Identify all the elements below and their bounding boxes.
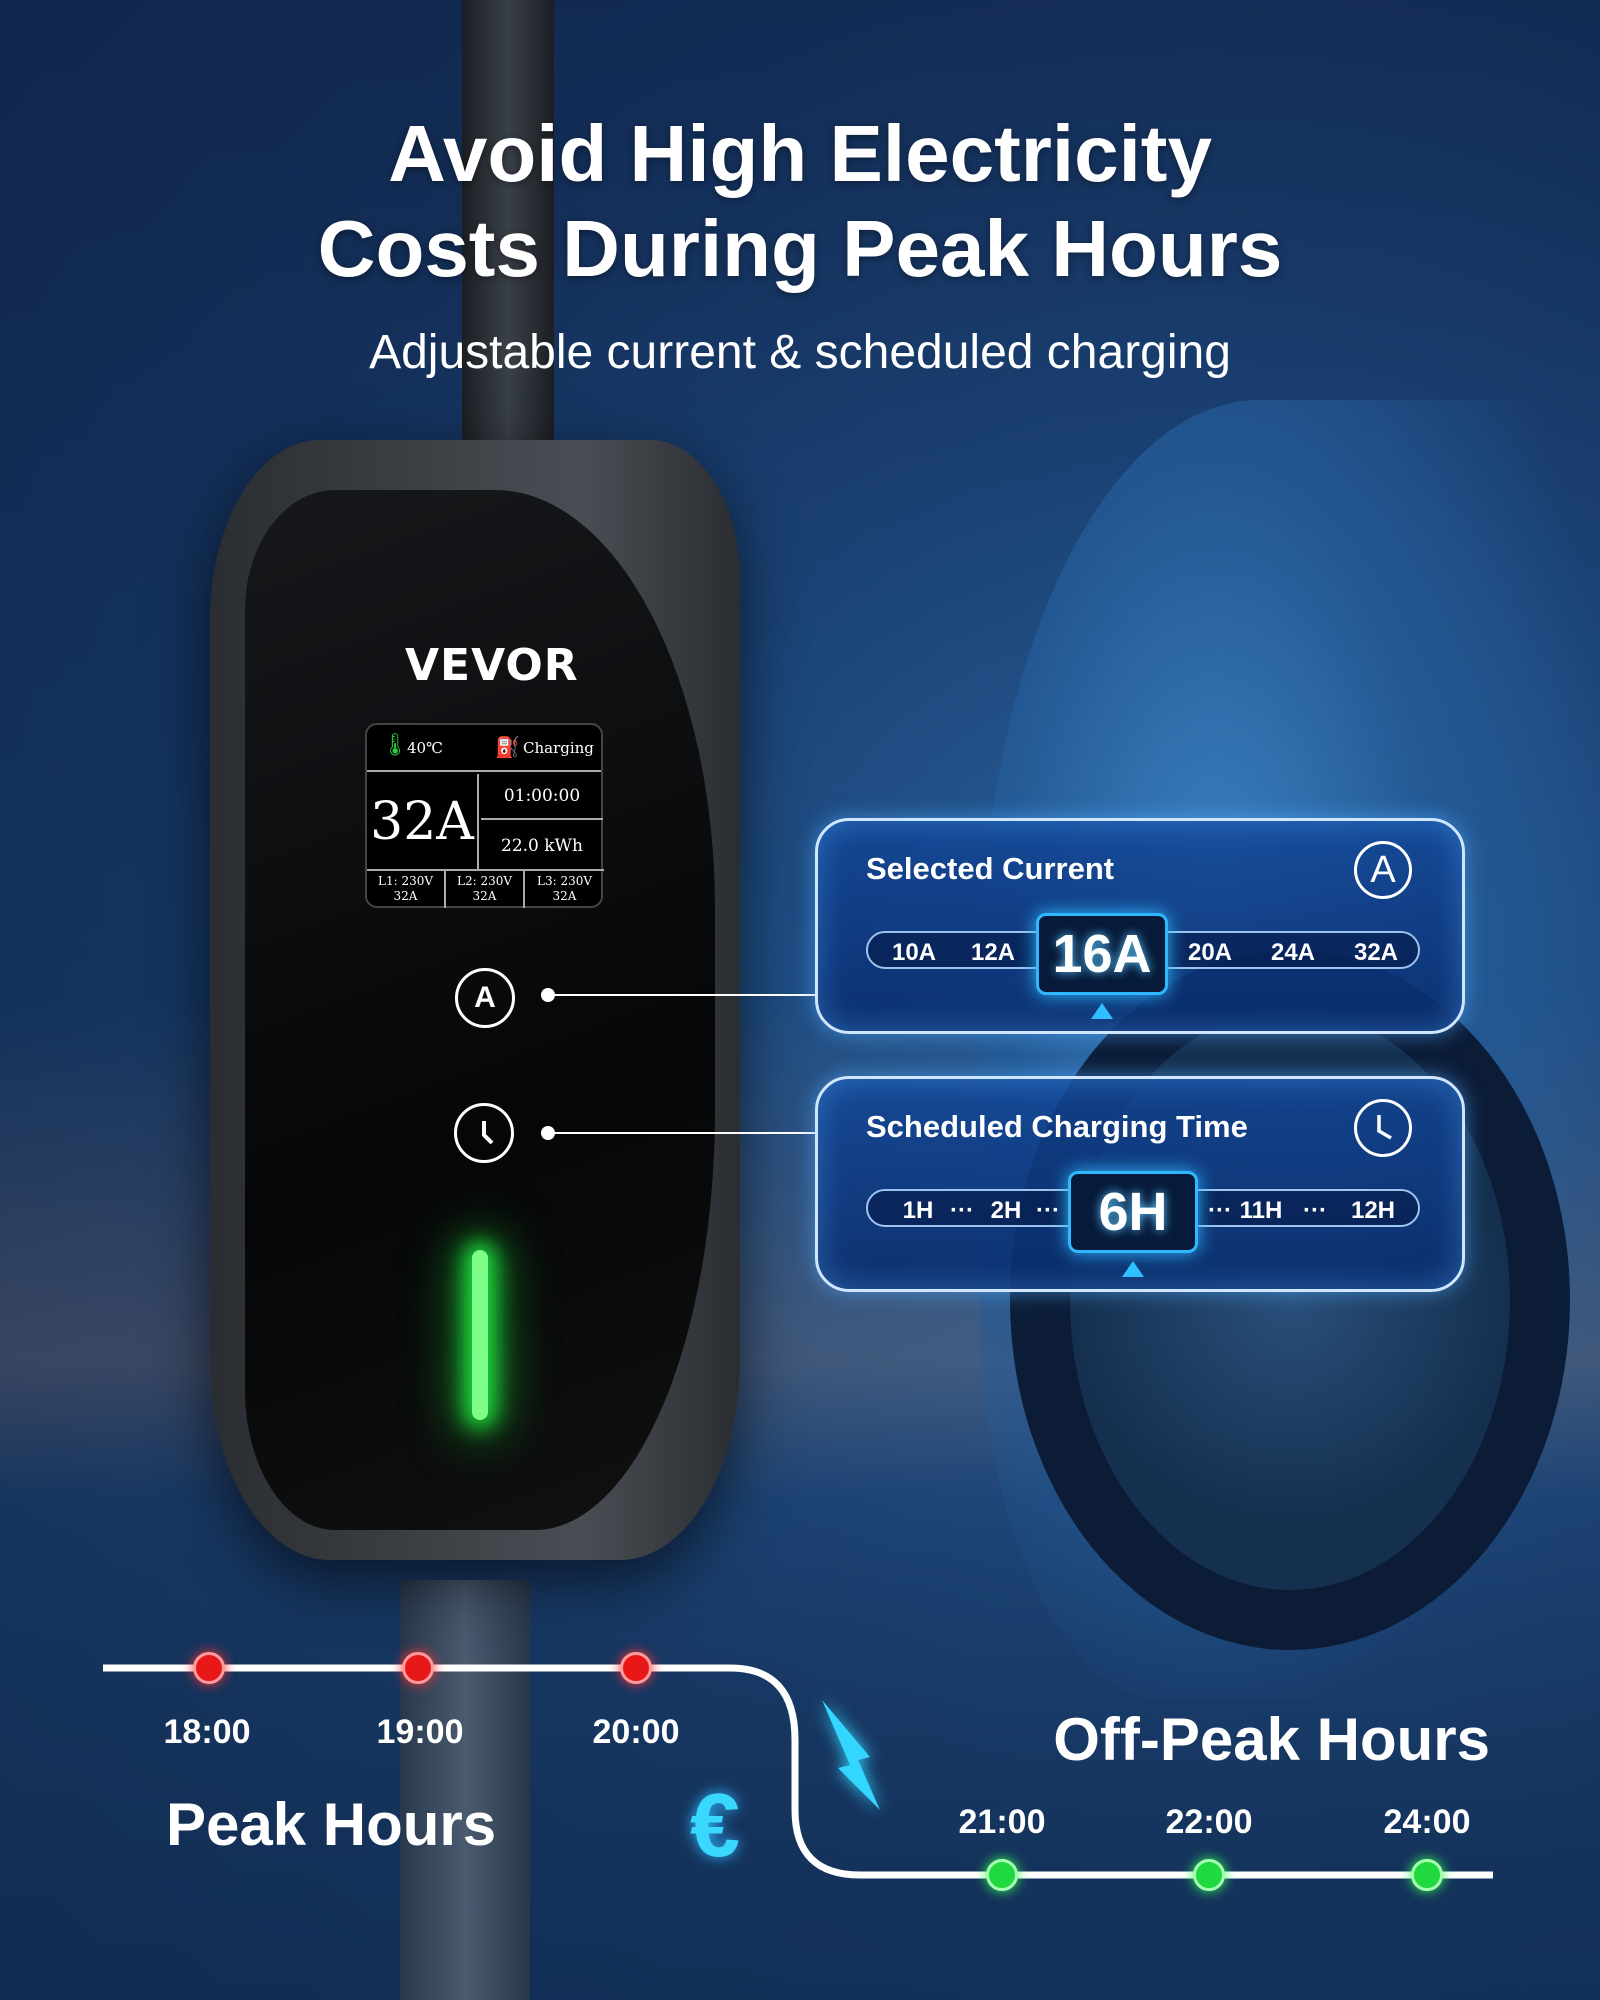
time-readout: 01:00:00 <box>481 774 603 820</box>
offpeak-dot <box>986 1859 1018 1891</box>
cable-bottom <box>400 1580 530 2000</box>
subtitle: Adjustable current & scheduled charging <box>369 326 1231 379</box>
offpeak-time: 24:00 <box>1383 1803 1471 1841</box>
current-button[interactable]: A <box>455 968 515 1028</box>
current-selected[interactable]: 16A <box>1036 913 1168 995</box>
ellipsis: ··· <box>1208 1197 1232 1224</box>
current-option[interactable]: 32A <box>1353 939 1399 966</box>
time-option[interactable]: 12H <box>1350 1197 1396 1224</box>
ampere-icon: A <box>1354 841 1412 899</box>
offpeak-dot <box>1193 1859 1225 1891</box>
energy-readout: 22.0 kWh <box>501 835 583 856</box>
phase-l3: L3: 230V 32A <box>525 869 604 908</box>
fuel-pump-icon: ⛽ <box>495 735 520 759</box>
status-led <box>472 1250 488 1420</box>
headline-line2: Costs During Peak Hours <box>317 204 1283 293</box>
peak-hours-label: Peak Hours <box>166 1791 497 1858</box>
callout-line <box>548 994 815 996</box>
offpeak-time: 22:00 <box>1165 1803 1253 1841</box>
phase-l1: L1: 230V 32A <box>367 869 446 908</box>
time-option[interactable]: 11H <box>1239 1197 1283 1224</box>
offpeak-hours-label: Off-Peak Hours <box>1053 1706 1490 1773</box>
current-readout: 32A <box>367 774 479 869</box>
current-option[interactable]: 24A <box>1270 939 1316 966</box>
callout-line <box>548 1132 815 1134</box>
temperature: 40℃ <box>407 739 443 757</box>
brand-logo: VEVOR <box>405 640 579 691</box>
peak-dot <box>193 1652 225 1684</box>
scheduled-time-panel: Scheduled Charging Time 1H ··· 2H ··· 6H… <box>815 1076 1465 1292</box>
peak-dot <box>402 1652 434 1684</box>
time-option[interactable]: 2H <box>990 1197 1022 1224</box>
clock-icon <box>482 1121 494 1145</box>
lcd-screen: 🌡 40℃ ⛽ Charging 32A 01:00:00 22.0 kWh L… <box>365 723 604 908</box>
offpeak-dot <box>1411 1859 1443 1891</box>
time-option[interactable]: 1H <box>902 1197 934 1224</box>
panel-title: Scheduled Charging Time <box>866 1109 1248 1144</box>
peak-time: 20:00 <box>592 1713 680 1751</box>
peak-time: 18:00 <box>163 1713 251 1751</box>
peak-time: 19:00 <box>376 1713 464 1751</box>
current-option[interactable]: 12A <box>970 939 1016 966</box>
cable-top <box>462 0 554 460</box>
ellipsis: ··· <box>950 1197 974 1224</box>
time-selected[interactable]: 6H <box>1068 1171 1198 1253</box>
ellipsis: ··· <box>1036 1197 1060 1224</box>
panel-title: Selected Current <box>866 851 1115 886</box>
ellipsis: ··· <box>1303 1197 1327 1224</box>
clock-icon <box>1354 1099 1412 1157</box>
selector-pointer-icon <box>1122 1261 1144 1277</box>
euro-icon: € <box>690 1776 741 1876</box>
selector-pointer-icon <box>1091 1003 1113 1019</box>
offpeak-time: 21:00 <box>958 1803 1046 1841</box>
peak-dot <box>620 1652 652 1684</box>
headline-line1: Avoid High Electricity <box>388 109 1212 198</box>
current-option[interactable]: 20A <box>1187 939 1233 966</box>
current-option[interactable]: 10A <box>891 939 937 966</box>
charging-status: Charging <box>523 739 594 757</box>
phase-l2: L2: 230V 32A <box>446 869 525 908</box>
thermometer-icon: 🌡 <box>381 733 409 758</box>
selected-current-panel: Selected Current A 10A 12A 16A 20A 24A 3… <box>815 818 1465 1034</box>
timer-button[interactable] <box>454 1103 514 1163</box>
lightning-icon <box>822 1700 880 1810</box>
